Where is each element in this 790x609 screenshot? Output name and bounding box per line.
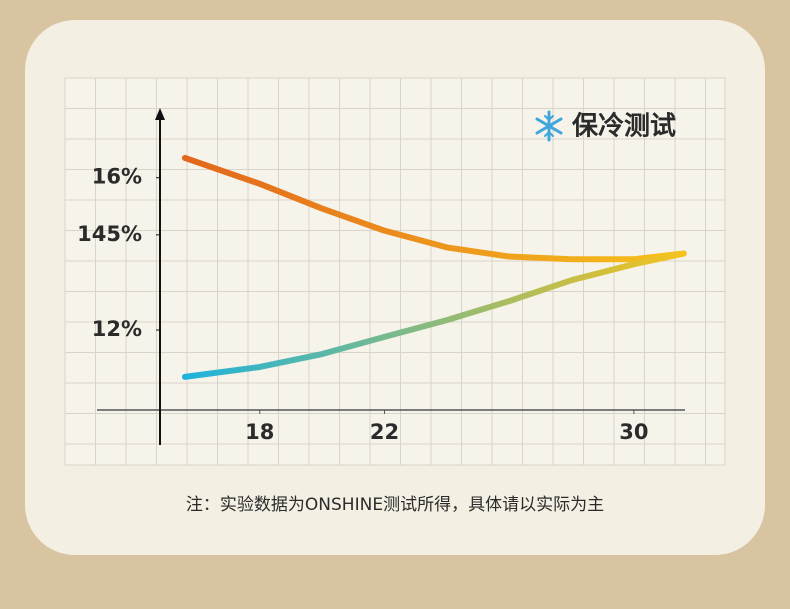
footnote: 注：实验数据为ONSHINE测试所得，具体请以实际为主 bbox=[186, 495, 604, 515]
data-line bbox=[181, 250, 687, 380]
y-tick-label: 145% bbox=[77, 222, 142, 246]
data-line bbox=[181, 154, 687, 263]
x-tick-label: 30 bbox=[619, 420, 648, 444]
chart-title: 保冷测试 bbox=[571, 111, 676, 142]
x-tick-label: 22 bbox=[370, 420, 399, 444]
y-axis-arrow bbox=[155, 108, 165, 120]
x-tick-label: 18 bbox=[245, 420, 274, 444]
snowflake bbox=[535, 110, 563, 142]
y-tick-label: 12% bbox=[92, 317, 142, 341]
y-tick-label: 16% bbox=[92, 165, 142, 189]
